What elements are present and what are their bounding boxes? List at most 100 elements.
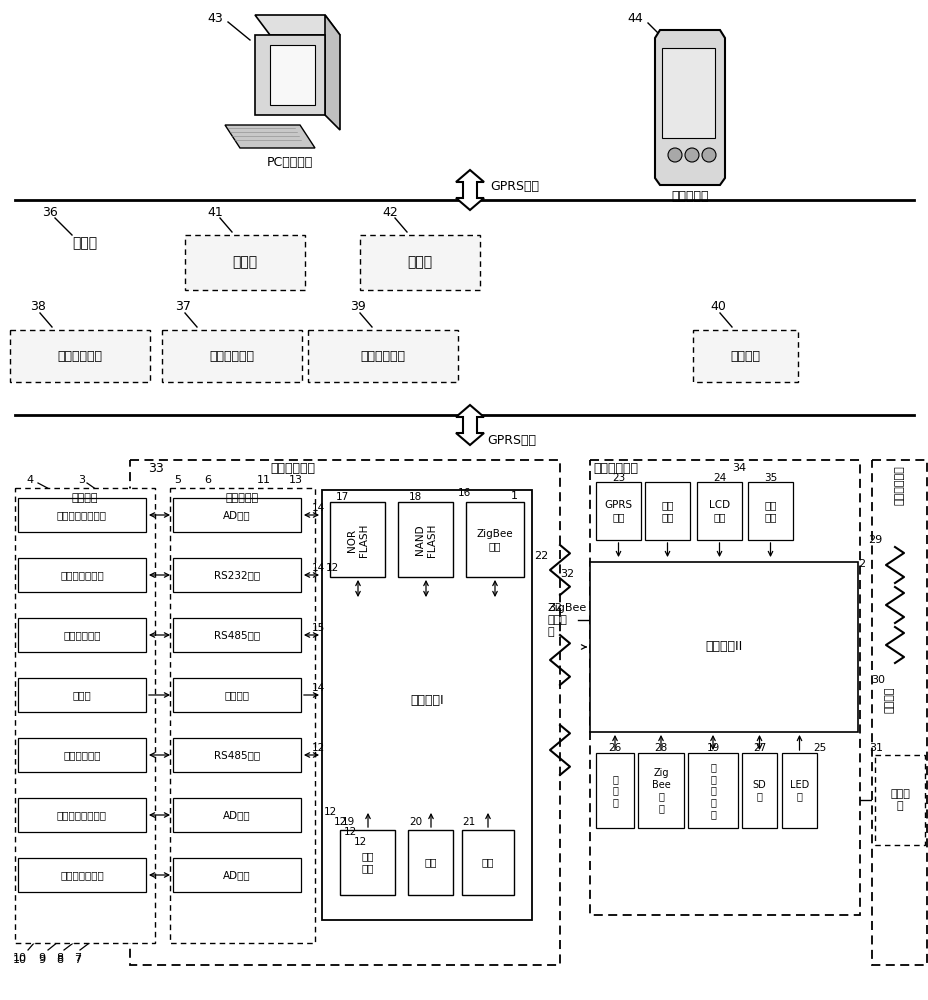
Text: SD
卡: SD 卡 <box>752 780 766 801</box>
Text: 无线网桥: 无线网桥 <box>884 687 894 713</box>
Text: 7: 7 <box>74 953 82 963</box>
Text: 数据存储系统: 数据存储系统 <box>210 350 254 362</box>
Text: 光纤应变力传感器: 光纤应变力传感器 <box>57 810 107 820</box>
Text: 36: 36 <box>42 206 58 219</box>
Bar <box>161 330 302 382</box>
Text: ZigBee
通信模
块: ZigBee 通信模 块 <box>548 603 586 637</box>
Text: 9: 9 <box>38 955 45 965</box>
Text: 12: 12 <box>333 817 346 827</box>
Bar <box>173 798 301 832</box>
Text: 29: 29 <box>867 535 882 545</box>
Text: 信号接口组: 信号接口组 <box>226 493 258 503</box>
Text: 1: 1 <box>510 491 518 501</box>
Text: RS232接口: RS232接口 <box>213 570 260 580</box>
Bar <box>173 558 301 592</box>
Text: 32: 32 <box>560 569 574 579</box>
Bar <box>308 330 458 382</box>
Text: 故障诊断系统: 故障诊断系统 <box>360 350 405 362</box>
Text: 14: 14 <box>312 683 325 693</box>
Bar <box>173 498 301 532</box>
Text: 11: 11 <box>257 475 271 485</box>
Text: 25: 25 <box>813 743 826 753</box>
Text: 传感器组: 传感器组 <box>71 493 98 503</box>
Bar <box>874 755 924 845</box>
Text: AD接口: AD接口 <box>223 810 251 820</box>
Text: 12: 12 <box>343 827 356 837</box>
Text: 微处理器II: 微处理器II <box>704 641 741 654</box>
Text: 预警系统: 预警系统 <box>729 350 759 362</box>
Bar <box>461 830 513 895</box>
Text: 33: 33 <box>148 462 163 475</box>
Text: GPRS网络: GPRS网络 <box>489 180 538 194</box>
Text: 13: 13 <box>289 475 303 485</box>
Text: 15: 15 <box>312 623 325 633</box>
Bar <box>662 48 715 138</box>
Text: 微处理器I: 微处理器I <box>410 694 444 706</box>
Text: GPRS网络: GPRS网络 <box>486 434 535 446</box>
Polygon shape <box>456 405 483 445</box>
Text: 35: 35 <box>763 473 777 483</box>
Text: 40: 40 <box>709 300 725 314</box>
Circle shape <box>667 148 681 162</box>
Text: 现场预警终端: 现场预警终端 <box>592 462 638 475</box>
Text: Zig
Bee
接
收: Zig Bee 接 收 <box>651 768 670 813</box>
Text: 12: 12 <box>323 807 336 817</box>
Text: 10: 10 <box>13 953 27 963</box>
Bar <box>18 618 146 652</box>
Bar <box>692 330 797 382</box>
Bar <box>130 460 560 965</box>
Text: 6: 6 <box>204 475 212 485</box>
Text: 17: 17 <box>335 492 348 502</box>
Bar <box>18 798 146 832</box>
Bar <box>322 490 532 920</box>
Text: 19: 19 <box>341 817 354 827</box>
Bar <box>10 330 149 382</box>
Bar <box>329 502 384 577</box>
Bar <box>407 830 453 895</box>
Text: 12: 12 <box>325 563 339 573</box>
Text: 8: 8 <box>57 955 63 965</box>
Text: 服务器: 服务器 <box>232 255 257 269</box>
Text: 电源
模块: 电源 模块 <box>361 851 374 873</box>
Text: 12: 12 <box>353 837 367 847</box>
Bar <box>397 502 453 577</box>
Text: 2: 2 <box>857 559 864 569</box>
Text: LCD
触屏: LCD 触屏 <box>708 500 729 522</box>
Text: 孔隙水压力传感器: 孔隙水压力传感器 <box>57 510 107 520</box>
Bar <box>185 235 304 290</box>
Text: 含水率传感器: 含水率传感器 <box>63 630 100 640</box>
Text: 14: 14 <box>312 563 325 573</box>
Text: 数据采集终端: 数据采集终端 <box>270 462 315 475</box>
Bar <box>589 562 857 732</box>
Bar <box>741 753 776 828</box>
Bar <box>696 482 741 540</box>
Polygon shape <box>270 45 315 105</box>
Bar <box>688 753 737 828</box>
Text: 4: 4 <box>26 475 33 485</box>
Text: 自
适
滤
波
器: 自 适 滤 波 器 <box>709 762 715 819</box>
Polygon shape <box>654 30 724 185</box>
Bar <box>18 738 146 772</box>
Text: 地表位移传感器: 地表位移传感器 <box>60 570 104 580</box>
Text: 12: 12 <box>312 743 325 753</box>
Text: 44: 44 <box>626 11 642 24</box>
Text: 手机客户端: 手机客户端 <box>671 190 708 204</box>
Text: GPRS
模块: GPRS 模块 <box>604 500 632 522</box>
Polygon shape <box>254 35 325 115</box>
Text: 28: 28 <box>653 743 667 753</box>
Bar <box>18 858 146 892</box>
Text: AD接口: AD接口 <box>223 510 251 520</box>
Text: 雨量计: 雨量计 <box>72 690 91 700</box>
Bar <box>871 460 926 965</box>
Text: 23: 23 <box>612 473 625 483</box>
Text: 31: 31 <box>868 743 882 753</box>
Bar <box>644 482 690 540</box>
Bar <box>173 678 301 712</box>
Text: 10: 10 <box>13 955 27 965</box>
Text: 27: 27 <box>752 743 766 753</box>
Text: 42: 42 <box>381 206 397 219</box>
Text: 9: 9 <box>38 953 45 963</box>
Text: RS485接口: RS485接口 <box>213 630 260 640</box>
Text: 视频采集模块: 视频采集模块 <box>894 465 904 505</box>
Text: 8: 8 <box>57 953 63 963</box>
